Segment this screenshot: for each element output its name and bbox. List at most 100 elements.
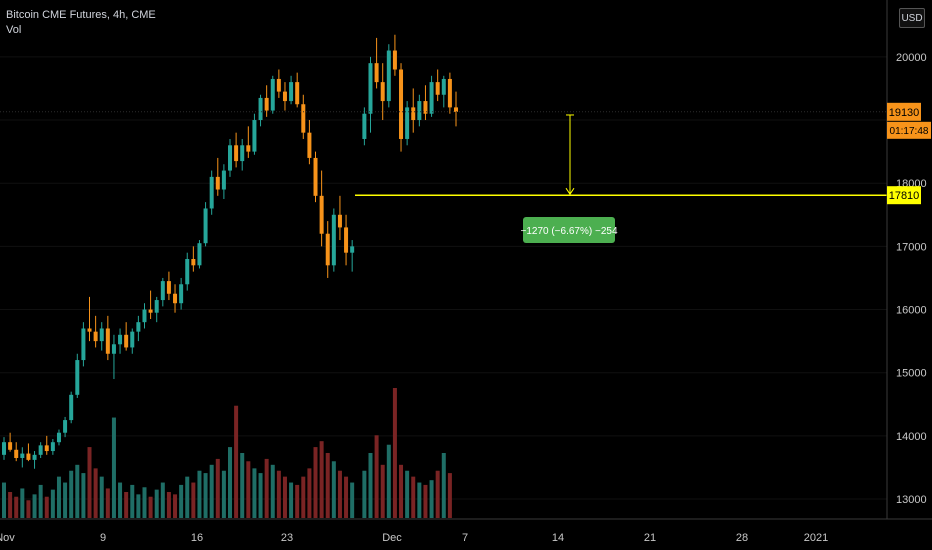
volume-bar xyxy=(405,470,410,518)
volume-bar xyxy=(63,482,68,518)
grid xyxy=(0,56,887,500)
volume-bar xyxy=(179,484,184,518)
time-tick-label: 23 xyxy=(281,532,293,544)
candle-body xyxy=(44,445,49,452)
candle-body xyxy=(435,82,440,95)
volume-bar xyxy=(26,500,31,518)
volume-bar xyxy=(435,470,440,518)
candle-body xyxy=(374,63,379,83)
candle-body xyxy=(142,309,147,323)
candle-body xyxy=(221,170,226,190)
horizontal-line-tag xyxy=(887,186,921,205)
volume-bar xyxy=(337,470,342,518)
volume-bar xyxy=(111,417,116,518)
time-tick-label: 21 xyxy=(644,532,656,544)
time-tick-label: 28 xyxy=(736,532,748,544)
volume-bar xyxy=(20,488,25,518)
volume-bar xyxy=(32,494,37,518)
candle-body xyxy=(56,432,61,443)
overlays: −1270 (−6.67%) −254 xyxy=(0,111,887,243)
candle-body xyxy=(301,104,306,133)
volume-bar xyxy=(423,484,428,518)
candle-body xyxy=(270,78,275,111)
price-axis[interactable]: 1300014000150001600017000180002000021913… xyxy=(886,0,932,550)
candle-body xyxy=(380,82,385,102)
candle-body xyxy=(99,328,104,342)
volume-bar xyxy=(234,405,239,518)
volume-bar xyxy=(14,496,19,518)
time-tick-label: 2021 xyxy=(804,532,828,544)
volume-bar xyxy=(154,489,159,518)
volume-label[interactable]: Vol xyxy=(6,24,22,36)
candle-body xyxy=(423,101,428,114)
volume-bar xyxy=(203,473,208,518)
volume-bar xyxy=(87,447,92,518)
price-tick-label: 13000 xyxy=(896,494,927,506)
candle-body xyxy=(228,145,232,171)
candle-body xyxy=(8,442,13,450)
candle-body xyxy=(63,420,68,433)
time-tick-label: Dec xyxy=(382,532,402,544)
currency-button[interactable]: USD xyxy=(899,8,925,28)
volume-bar xyxy=(258,473,263,518)
volume-bar xyxy=(173,494,178,518)
candle-body xyxy=(166,281,171,294)
candle-body xyxy=(191,259,196,266)
candle-body xyxy=(246,145,251,152)
volume-bar xyxy=(362,470,367,518)
candle-body xyxy=(325,233,330,266)
candle-body xyxy=(331,214,336,266)
volume-bar xyxy=(350,482,355,518)
candle-body xyxy=(38,445,43,455)
candle-body xyxy=(441,78,446,95)
volume-bar xyxy=(142,487,147,518)
volume-bar xyxy=(44,496,49,518)
candle-body xyxy=(209,176,214,209)
candle-body xyxy=(411,107,416,121)
volume-bar xyxy=(441,453,446,518)
time-tick-label: Nov xyxy=(0,532,15,544)
volume-bar xyxy=(386,444,391,518)
candle-body xyxy=(87,328,92,332)
volume-bar xyxy=(75,464,80,518)
candle-body xyxy=(429,82,434,114)
volume-bar xyxy=(417,482,422,518)
symbol-title[interactable]: Bitcoin CME Futures, 4h, CME xyxy=(6,9,156,21)
candle-body xyxy=(417,101,422,121)
volume-bar xyxy=(399,464,404,518)
volume-bar xyxy=(191,482,196,518)
candle-body xyxy=(264,97,269,111)
candle-body xyxy=(240,145,245,162)
volume-bar xyxy=(411,476,416,518)
candle-body xyxy=(392,50,397,70)
candle-body xyxy=(289,82,294,102)
price-tick-label: 16000 xyxy=(896,305,927,317)
time-axis[interactable]: Nov 9 16 23 Dec 7 14 21 28 2021 xyxy=(0,518,932,544)
volume-bar xyxy=(105,488,110,518)
volume-bar xyxy=(447,473,452,518)
volume-bar xyxy=(185,476,190,518)
volume-bar xyxy=(81,473,86,518)
volume-bar xyxy=(276,470,281,518)
volume-bar xyxy=(228,447,232,518)
candle-body xyxy=(173,293,178,304)
volume-bar xyxy=(93,468,98,518)
candle-body xyxy=(50,442,55,452)
candle-body xyxy=(111,344,116,354)
countdown-value: 01:17:48 xyxy=(890,126,929,137)
candles xyxy=(2,34,458,469)
candle-body xyxy=(350,246,355,253)
volume-bar xyxy=(325,453,330,518)
candle-body xyxy=(75,360,80,395)
candle-body xyxy=(203,208,208,244)
volume-bar xyxy=(136,494,141,518)
candle-body xyxy=(26,453,31,460)
candle-body xyxy=(69,394,74,421)
volume-bar xyxy=(99,476,104,518)
volume-bar xyxy=(368,453,373,518)
volume-bar xyxy=(319,441,324,518)
candle-body xyxy=(2,442,6,455)
candle-body xyxy=(105,328,110,354)
candle-body xyxy=(368,63,373,114)
